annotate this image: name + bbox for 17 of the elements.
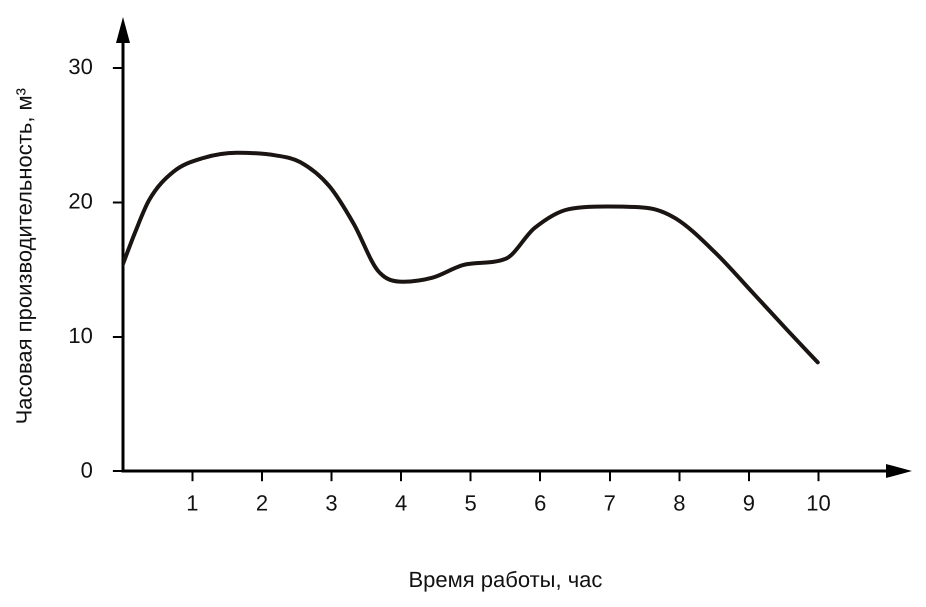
y-tick-label: 20 — [68, 188, 93, 214]
x-tick-label: 6 — [534, 490, 546, 516]
x-tick-label: 3 — [325, 490, 338, 516]
x-tick-label: 1 — [186, 490, 199, 516]
y-tick-label: 0 — [80, 457, 93, 482]
line-series — [122, 150, 820, 364]
x-axis-title: Время работы, час — [408, 566, 602, 592]
x-tick-label: 2 — [256, 490, 268, 516]
x-tick-label: 8 — [673, 490, 686, 516]
x-tick-label: 9 — [742, 490, 756, 516]
y-axis-title: Часовая производительность, м³ — [11, 88, 36, 424]
y-tick-label: 30 — [68, 54, 93, 80]
x-tick-label: 7 — [604, 490, 616, 516]
x-tick-label: 5 — [464, 490, 477, 516]
x-tick-label: 10 — [806, 490, 831, 516]
x-tick-label: 4 — [394, 490, 408, 516]
y-tick-label: 10 — [68, 322, 93, 348]
